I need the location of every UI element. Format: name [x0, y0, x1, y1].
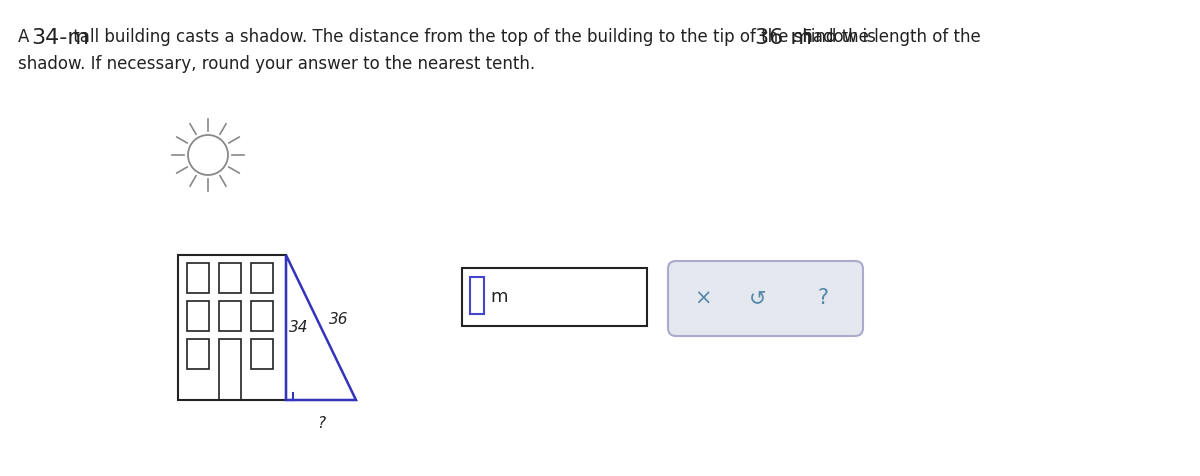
Text: ?: ?: [317, 416, 325, 431]
Bar: [470, 277, 484, 314]
Bar: [220, 263, 241, 293]
Text: ?: ?: [817, 288, 828, 308]
Bar: [251, 339, 274, 369]
Text: 34-m: 34-m: [31, 28, 90, 48]
Text: 36 m: 36 m: [755, 28, 812, 48]
Text: ↺: ↺: [749, 288, 767, 308]
Text: 36: 36: [329, 312, 348, 327]
Text: A: A: [18, 28, 35, 46]
Bar: [220, 301, 241, 331]
Bar: [187, 263, 209, 293]
Bar: [462, 268, 647, 326]
Bar: [220, 339, 241, 400]
Bar: [187, 301, 209, 331]
FancyBboxPatch shape: [668, 261, 863, 336]
Bar: [178, 255, 286, 400]
Text: shadow. If necessary, round your answer to the nearest tenth.: shadow. If necessary, round your answer …: [18, 55, 535, 73]
Bar: [187, 339, 209, 369]
Bar: [251, 263, 274, 293]
Text: m: m: [490, 288, 508, 306]
Bar: [251, 301, 274, 331]
Text: . Find the length of the: . Find the length of the: [792, 28, 980, 46]
Text: 34: 34: [289, 320, 308, 335]
Text: tall building casts a shadow. The distance from the top of the building to the t: tall building casts a shadow. The distan…: [68, 28, 882, 46]
Text: ×: ×: [695, 288, 712, 308]
